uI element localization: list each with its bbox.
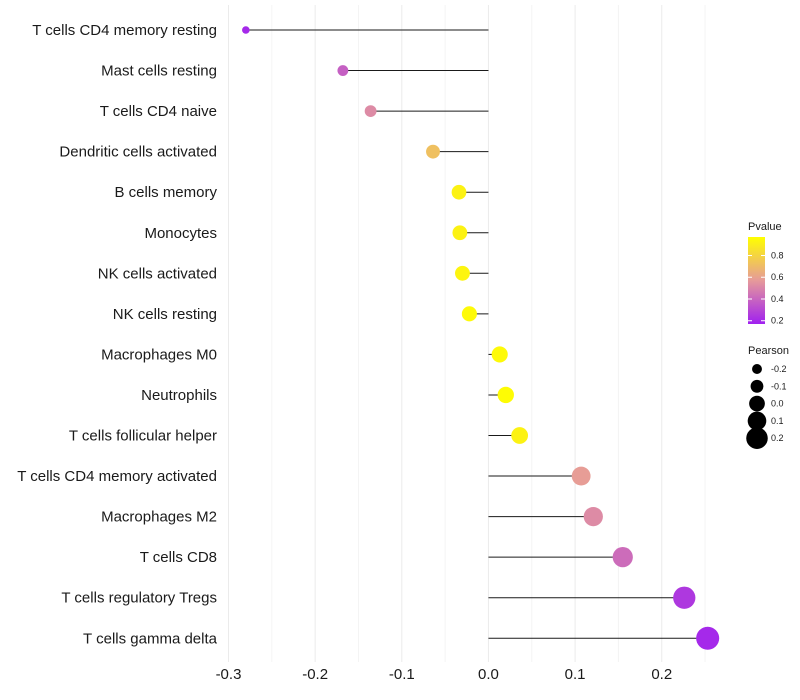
pearson-legend-label: 0.1 [771, 416, 784, 426]
pearson-legend-label: -0.2 [771, 364, 787, 374]
pvalue-legend-label: 0.8 [771, 250, 784, 260]
pvalue-legend-label: 0.4 [771, 294, 784, 304]
category-label: Dendritic cells activated [59, 144, 217, 161]
data-point [242, 26, 250, 34]
category-label: T cells CD4 memory resting [32, 22, 217, 39]
data-point [451, 184, 467, 200]
x-tick-label: 0.0 [478, 666, 499, 683]
data-point [426, 144, 440, 159]
data-point [583, 506, 603, 527]
size-legend-dot [750, 379, 764, 393]
size-legend-dot [749, 395, 765, 412]
data-point [491, 346, 508, 363]
category-label: Mast cells resting [101, 63, 217, 80]
pvalue-legend-label: 0.6 [771, 272, 784, 282]
data-point [696, 626, 720, 650]
category-label: B cells memory [114, 184, 217, 201]
category-label: Neutrophils [141, 387, 217, 404]
x-tick-label: -0.3 [216, 666, 242, 683]
data-point [455, 265, 470, 281]
data-point [452, 225, 468, 241]
data-point [337, 65, 349, 76]
category-label: T cells regulatory Tregs [61, 590, 217, 607]
category-label: T cells CD4 naive [100, 103, 217, 120]
x-tick-label: -0.2 [302, 666, 328, 683]
category-label: Monocytes [144, 225, 217, 242]
pvalue-legend-title: Pvalue [748, 221, 782, 233]
pearson-legend-title: Pearson [748, 345, 789, 357]
category-label: T cells CD4 memory activated [17, 468, 217, 485]
pearson-legend-label: 0.0 [771, 399, 784, 409]
data-point [571, 466, 591, 486]
size-legend-dot [752, 364, 762, 374]
x-axis-tick-labels: -0.3 -0.2 -0.1 0.0 0.1 0.2 [216, 666, 673, 683]
data-point [612, 547, 633, 568]
category-label: T cells CD8 [140, 549, 217, 566]
points [242, 26, 720, 650]
data-point [497, 386, 514, 404]
category-label: NK cells activated [98, 265, 217, 282]
pvalue-legend-label: 0.2 [771, 316, 784, 326]
category-label: T cells follicular helper [69, 428, 217, 445]
x-tick-label: 0.1 [565, 666, 586, 683]
category-labels: T cells CD4 memory resting Mast cells res… [17, 22, 217, 647]
category-label: NK cells resting [113, 306, 217, 323]
pearson-legend-label: -0.1 [771, 381, 787, 391]
category-label: T cells gamma delta [83, 630, 218, 647]
pearson-legend: Pearson -0.2 -0.1 0.0 0.1 0.2 [746, 345, 789, 449]
category-label: Macrophages M0 [101, 346, 217, 363]
x-tick-label: -0.1 [389, 666, 415, 683]
x-tick-label: 0.2 [651, 666, 672, 683]
pvalue-legend: Pvalue 0.2 0.4 0.6 0.8 [748, 221, 784, 326]
data-point [511, 427, 529, 444]
data-point [673, 586, 696, 609]
data-point [364, 105, 377, 117]
data-point [461, 306, 477, 322]
category-label: Macrophages M2 [101, 509, 217, 526]
pvalue-colorbar [748, 237, 765, 324]
grid-lines [228, 5, 706, 662]
size-legend-dot [747, 411, 767, 431]
size-legend-dot [746, 427, 768, 449]
pearson-legend-label: 0.2 [771, 433, 784, 443]
